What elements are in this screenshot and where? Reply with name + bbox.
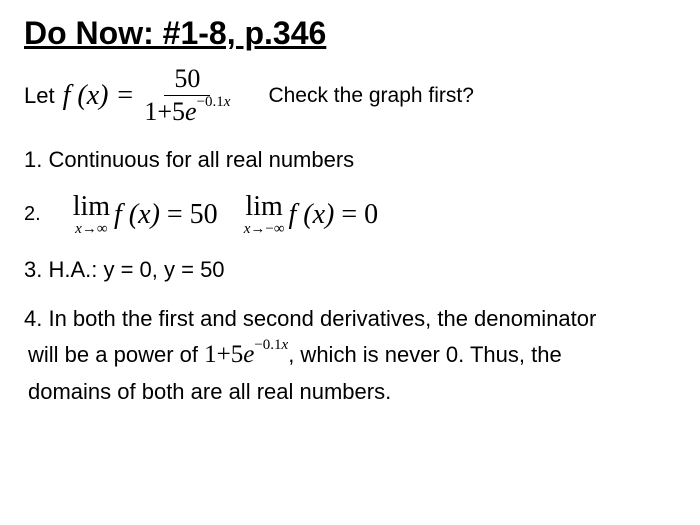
limit-1-sub: x→∞ <box>75 222 107 237</box>
fraction-denominator: 1+5e−0.1x <box>138 96 236 127</box>
limit-2-sub: x→−∞ <box>244 222 285 237</box>
item-1: 1. Continuous for all real numbers <box>24 145 676 175</box>
limit-2-stack: lim x→−∞ <box>244 193 285 237</box>
item-4-line2b: , which is never 0. Thus, the <box>288 342 562 367</box>
fraction-numerator: 50 <box>164 64 210 96</box>
limit-1-stack: lim x→∞ <box>73 193 110 237</box>
limit-1-expr: f (x) = 50 <box>114 199 218 231</box>
item-4-math: 1+5e−0.1x <box>204 341 288 368</box>
fx-equation: f (x) = 50 1+5e−0.1x <box>63 64 241 127</box>
item-4-line1: 4. In both the first and second derivati… <box>24 306 596 331</box>
let-label: Let <box>24 83 55 109</box>
item-4-line3: domains of both are all real numbers. <box>28 379 391 404</box>
function-definition-row: Let f (x) = 50 1+5e−0.1x Check the graph… <box>24 64 676 127</box>
limit-2-expr: f (x) = 0 <box>289 199 379 231</box>
fx-lhs: f (x) = <box>63 80 135 112</box>
fraction: 50 1+5e−0.1x <box>138 64 236 127</box>
page-title: Do Now: #1-8, p.346 <box>24 15 676 52</box>
limit-2-lim: lim <box>245 193 282 221</box>
check-graph-text: Check the graph first? <box>268 84 473 108</box>
item-4-line2a: will be a power of <box>28 342 204 367</box>
den-exponent: −0.1x <box>197 94 231 110</box>
den-e: e <box>185 97 197 126</box>
den-prefix: 1+5 <box>144 97 185 126</box>
item-4: 4. In both the first and second derivati… <box>24 302 676 409</box>
item-2: 2. lim x→∞ f (x) = 50 lim x→−∞ f (x) = 0 <box>24 193 676 237</box>
limit-2: lim x→−∞ f (x) = 0 <box>244 193 378 237</box>
limit-1-lim: lim <box>73 193 110 221</box>
item-3: 3. H.A.: y = 0, y = 50 <box>24 255 676 285</box>
limit-1: lim x→∞ f (x) = 50 <box>73 193 218 237</box>
item-2-number: 2. <box>24 203 41 226</box>
